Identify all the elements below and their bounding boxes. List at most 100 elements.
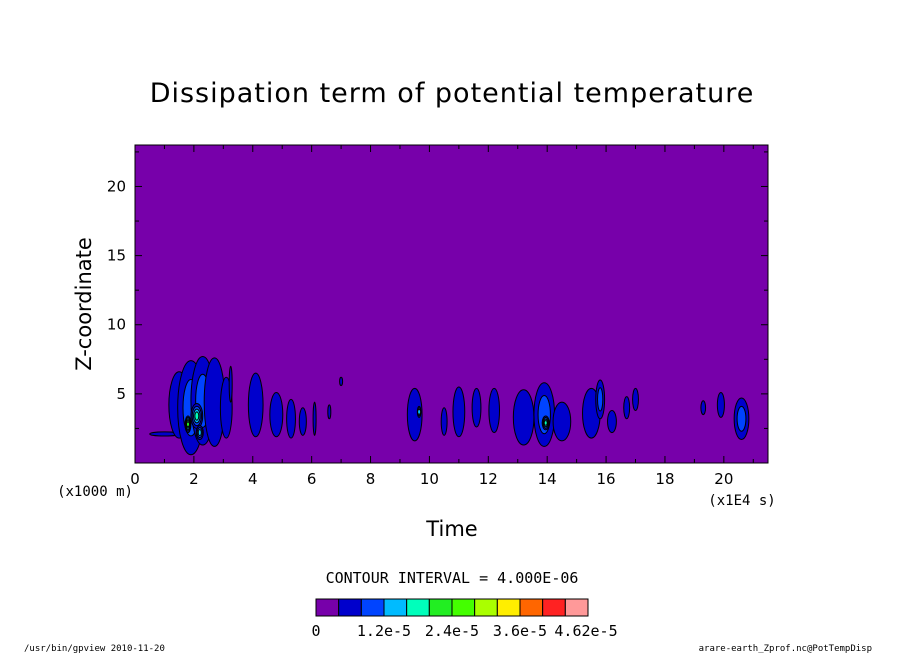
contour-cell xyxy=(512,389,535,446)
contour-cell xyxy=(298,407,307,436)
colorbar-swatch xyxy=(338,598,362,617)
x-tick-label: 2 xyxy=(189,470,199,488)
contour-cell xyxy=(716,391,725,418)
colorbar-swatch xyxy=(496,598,521,617)
x-tick-label: 6 xyxy=(307,470,317,488)
contour-level-1 xyxy=(716,391,725,418)
contour-level-1 xyxy=(552,401,572,442)
colorbar-label: 0 xyxy=(311,622,320,640)
y-axis-label: Z-coordinate xyxy=(72,237,96,371)
contour-cell xyxy=(733,397,750,440)
contour-cell xyxy=(269,391,284,438)
contour-level-1 xyxy=(286,398,296,439)
contour-cell xyxy=(406,387,423,442)
contour-cell xyxy=(247,372,264,438)
contour-interval: CONTOUR INTERVAL = 4.000E-06 xyxy=(326,569,579,587)
x-tick-label: 8 xyxy=(366,470,376,488)
colorbar-label: 2.4e-5 xyxy=(425,622,479,640)
colorbar-swatch xyxy=(519,598,544,617)
contour-level-1 xyxy=(488,387,500,434)
contour-level-1 xyxy=(452,386,466,438)
contour-cells xyxy=(149,356,750,456)
contour-cell xyxy=(440,407,448,436)
contour-level-1 xyxy=(327,404,332,420)
contour-level-4 xyxy=(194,411,200,421)
colorbar-swatch xyxy=(383,598,408,617)
contour-level-1 xyxy=(247,372,264,438)
contour-level-1 xyxy=(512,389,535,446)
y-tick-label: 10 xyxy=(107,316,126,334)
contour-level-1 xyxy=(298,407,307,436)
contour-cell xyxy=(339,376,344,387)
contour-cell xyxy=(623,396,631,420)
y-tick-label: 5 xyxy=(116,385,126,403)
contour-level-5 xyxy=(185,421,190,428)
y-tick-label: 15 xyxy=(107,247,126,265)
colorbar-swatch xyxy=(542,598,566,617)
contour-cell xyxy=(416,405,422,418)
contour-cell xyxy=(632,387,639,411)
contour-level-1 xyxy=(228,365,233,403)
contour-cell xyxy=(541,415,550,431)
contour-level-1 xyxy=(406,387,423,442)
colorbar-label: 1.2e-5 xyxy=(357,622,411,640)
contour-cell xyxy=(286,398,296,439)
contour-level-1 xyxy=(632,387,639,411)
contour-level-4 xyxy=(543,420,548,426)
contour-cell xyxy=(471,387,482,428)
footer-left: /usr/bin/gpview 2010-11-20 xyxy=(24,644,165,654)
colorbar-swatch xyxy=(315,598,340,617)
contour-level-1 xyxy=(623,396,631,420)
x-tick-label: 14 xyxy=(538,470,557,488)
plot-frame xyxy=(134,144,769,464)
contour-level-3 xyxy=(197,429,202,437)
contour-level-1 xyxy=(607,409,617,434)
colorbar-swatch xyxy=(406,598,430,617)
contour-cell xyxy=(452,386,466,438)
contour-cell xyxy=(184,415,192,434)
colorbar-swatch xyxy=(360,598,385,617)
colorbar-labels: 0 1.2e-5 2.4e-5 3.6e-5 4.62e-5 xyxy=(311,622,617,640)
x-tick-label: 16 xyxy=(597,470,616,488)
colorbar xyxy=(315,598,589,617)
colorbar-swatch xyxy=(428,598,453,617)
contour-level-3 xyxy=(417,408,422,415)
x-axis-ticks: 0 2 4 6 8 10 12 14 16 18 20 xyxy=(130,145,754,488)
contour-cell xyxy=(607,409,617,434)
contour-cell xyxy=(190,403,204,429)
colorbar-label: 4.62e-5 xyxy=(554,622,617,640)
colorbar-swatch xyxy=(451,598,476,617)
plot-background xyxy=(135,145,768,463)
contour-level-1 xyxy=(269,391,284,438)
x-tick-label: 0 xyxy=(130,470,140,488)
contour-cell xyxy=(488,387,500,434)
footer-right: arare-earth_Zprof.nc@PotTempDisp xyxy=(699,644,872,654)
contour-cell xyxy=(595,379,606,420)
x-axis-label: Time xyxy=(425,517,477,541)
y-axis-ticks: 5 10 15 20 xyxy=(107,151,768,429)
y-tick-label: 20 xyxy=(107,177,126,195)
contour-level-1 xyxy=(312,401,317,436)
contour-level-1 xyxy=(700,400,707,416)
contour-cell xyxy=(312,401,317,436)
colorbar-swatch xyxy=(564,598,589,617)
contour-cell xyxy=(533,382,556,447)
colorbar-swatch xyxy=(474,598,498,617)
chart-title: Dissipation term of potential temperatur… xyxy=(150,78,755,109)
contour-cell xyxy=(552,401,572,442)
contour-level-1 xyxy=(440,407,448,436)
contour-level-2 xyxy=(736,405,747,432)
x-tick-label: 10 xyxy=(420,470,439,488)
contour-cell xyxy=(228,365,233,403)
contour-cell xyxy=(327,404,332,420)
contour-cell xyxy=(195,425,204,440)
x-tick-label: 18 xyxy=(655,470,674,488)
contour-level-1 xyxy=(471,387,482,428)
x-tick-label: 20 xyxy=(714,470,733,488)
x-unit-note: (x1E4 s) xyxy=(708,493,775,509)
y-unit-note: (x1000 m) xyxy=(57,484,133,500)
contour-level-2 xyxy=(597,387,604,412)
x-tick-label: 4 xyxy=(248,470,258,488)
x-tick-label: 12 xyxy=(479,470,498,488)
